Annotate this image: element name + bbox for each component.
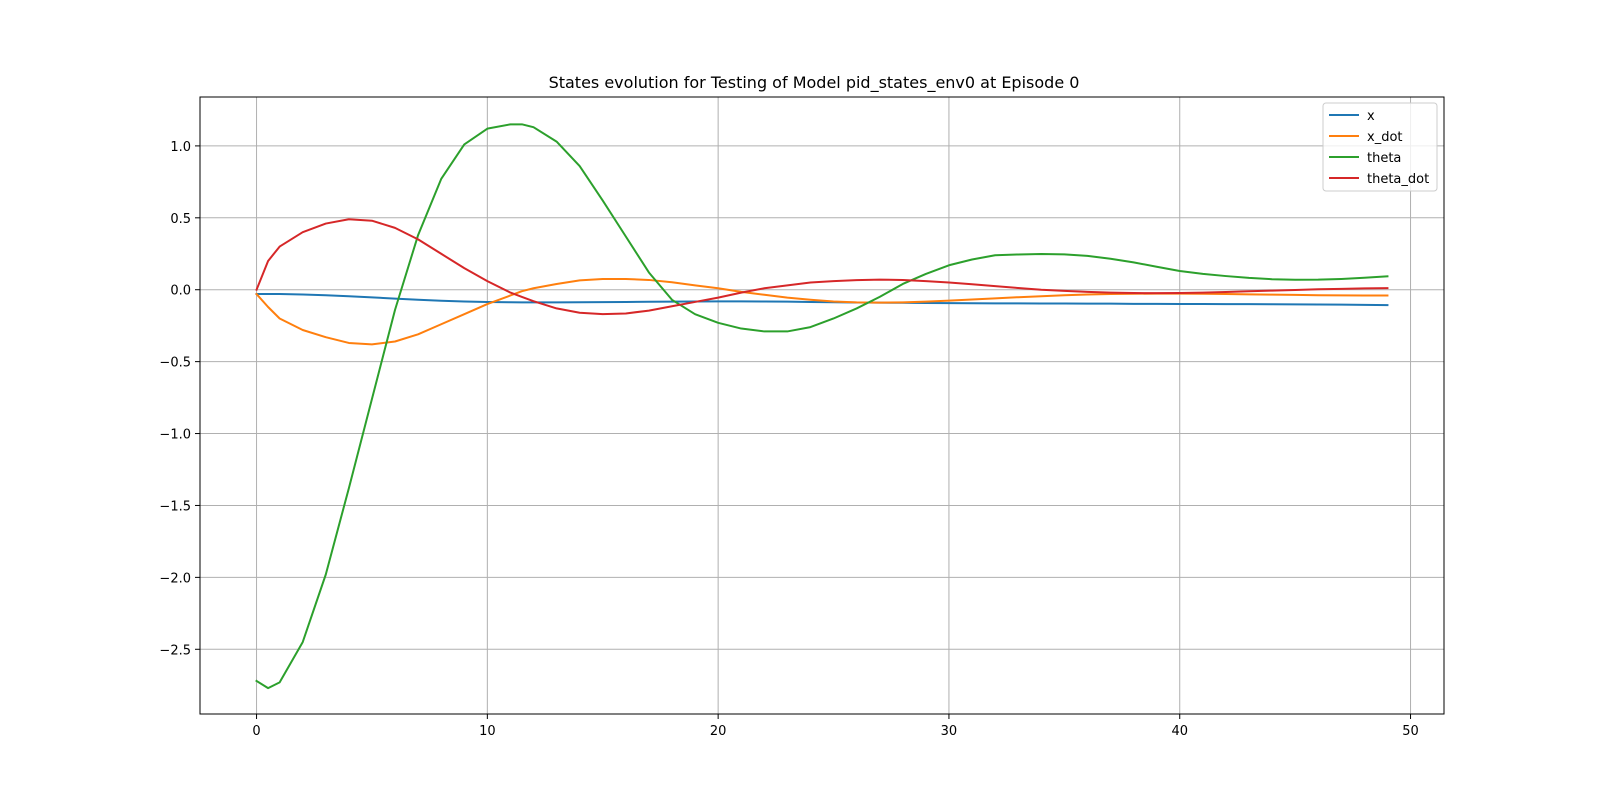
x-tick-label: 50: [1402, 724, 1419, 739]
y-tick-label: 0.5: [170, 212, 191, 227]
series-line-theta-dot: [255, 218, 1389, 316]
grid: [200, 97, 1444, 714]
legend-label-x-dot: x_dot: [1367, 130, 1403, 145]
legend-label-x: x: [1367, 109, 1375, 124]
series-lines: [255, 123, 1389, 690]
x-tick-label: 40: [1171, 724, 1188, 739]
y-tick-label: −2.5: [159, 643, 191, 658]
y-tick-label: −1.0: [159, 428, 191, 443]
y-tick-label: −1.5: [159, 499, 191, 514]
x-tick-label: 0: [252, 724, 260, 739]
tick-labels: 0 10 20 30 40 50 1.0 0.5 0.0 −0.5 −1.0 −1.5 −2.0 −2.5: [159, 140, 1418, 739]
y-tick-label: −0.5: [159, 356, 191, 371]
x-tick-label: 30: [941, 724, 958, 739]
plot-frame: [199, 96, 1445, 715]
y-tick-label: 0.0: [170, 284, 191, 299]
y-tick-label: −2.0: [159, 571, 191, 586]
legend-label-theta-dot: theta_dot: [1367, 172, 1429, 187]
legend-label-theta: theta: [1367, 151, 1401, 166]
x-tick-label: 20: [710, 724, 727, 739]
legend-box: [1322, 102, 1438, 192]
series-line-x: [255, 293, 1389, 307]
axes: [199, 96, 1445, 715]
x-tick-label: 10: [479, 724, 496, 739]
chart-title: States evolution for Testing of Model pi…: [549, 73, 1080, 93]
y-tick-label: 1.0: [170, 140, 191, 155]
series-line-theta: [255, 123, 1389, 690]
